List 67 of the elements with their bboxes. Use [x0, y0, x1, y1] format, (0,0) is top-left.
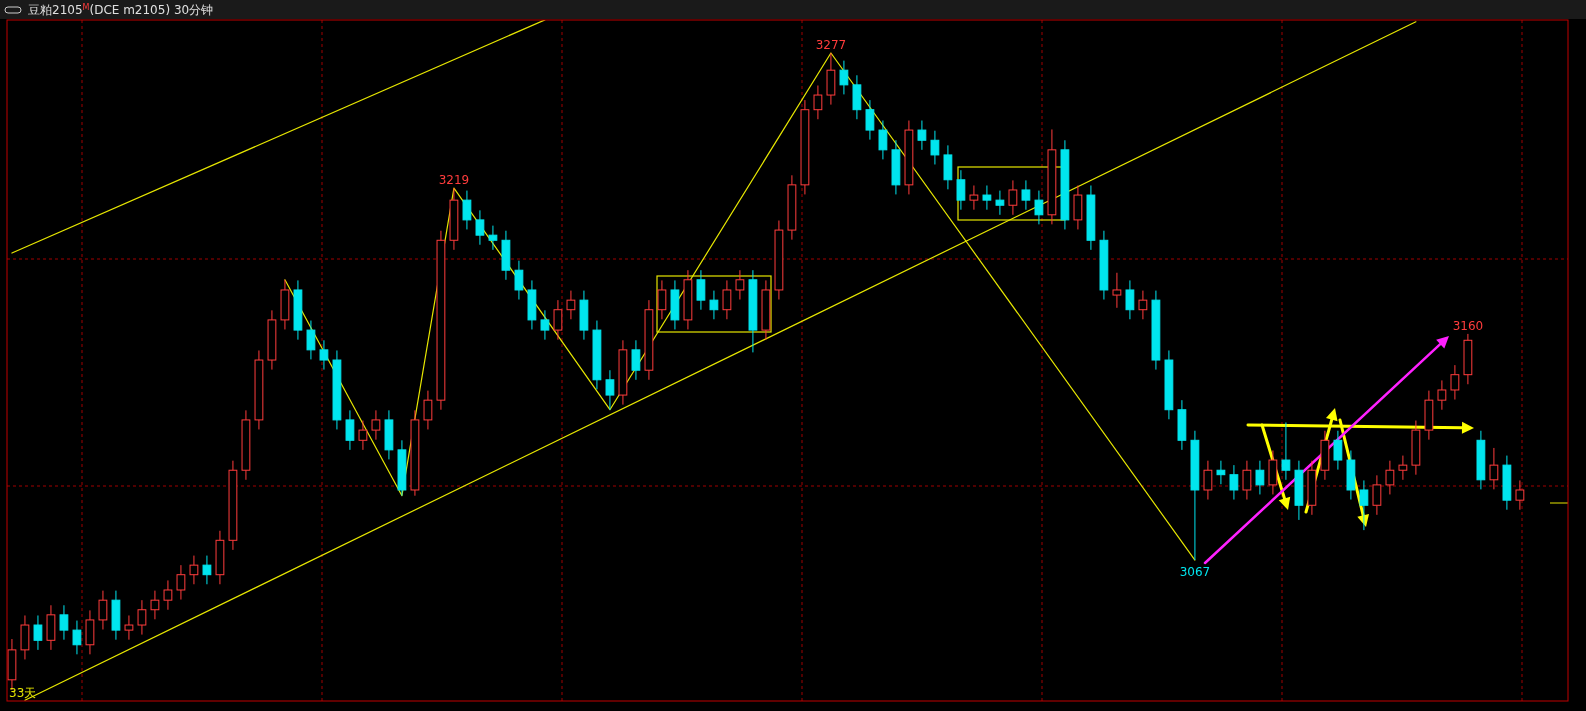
candlestick: [865, 99, 875, 141]
candlestick: [1242, 460, 1252, 501]
candlestick: [306, 320, 316, 360]
candlestick: [1021, 179, 1031, 211]
candlestick: [202, 555, 212, 585]
candlestick: [1281, 421, 1291, 481]
text: 3067: [1179, 565, 1211, 580]
candlestick: [631, 339, 641, 381]
candlestick: [1333, 430, 1343, 471]
candlestick: [358, 420, 368, 451]
candlestick: [1437, 379, 1447, 411]
candlestick: [514, 260, 524, 301]
annotation: 33天: [9, 686, 37, 700]
candlestick: [163, 579, 173, 611]
candlestick: [1034, 190, 1044, 225]
candlestick: [969, 185, 979, 211]
candlestick: [176, 564, 186, 601]
candlestick: [1515, 479, 1525, 511]
candlestick: [657, 279, 667, 320]
candlestick: [1398, 455, 1408, 481]
candlestick: [917, 120, 927, 151]
candlestick: [488, 225, 498, 251]
candlestick: [98, 590, 108, 630]
candlestick: [1372, 474, 1382, 516]
candlestick: [423, 390, 433, 430]
candlestick: [345, 409, 355, 451]
candlestick: [709, 290, 719, 320]
candlestick: [813, 84, 823, 120]
candlestick: [462, 190, 472, 230]
text: 3160: [1452, 318, 1484, 333]
candlestick: [1229, 464, 1239, 501]
candlestick: [956, 169, 966, 211]
candlestick: [696, 269, 706, 311]
candlestick: [319, 339, 329, 371]
candlestick: [1112, 272, 1122, 309]
candlestick: [878, 120, 888, 160]
text: 3219: [438, 173, 470, 188]
candlestick: [1450, 364, 1460, 401]
candlestick: [1489, 447, 1499, 490]
candlestick: [735, 269, 745, 301]
candlestick: [839, 60, 849, 95]
candlestick: [982, 185, 992, 211]
candlestick: [1216, 460, 1226, 485]
candlestick: [33, 614, 43, 651]
chart-title: 豆粕2105$^{M}$(DCE m2105) 30分钟: [28, 2, 214, 17]
candlestick: [540, 309, 550, 341]
candlestick: [371, 409, 381, 441]
candlestick: [59, 604, 69, 641]
candlestick: [722, 279, 732, 320]
candlestick: [553, 299, 563, 341]
candlestick: [995, 190, 1005, 216]
candlestick: [1203, 460, 1213, 501]
candlestick: [1138, 290, 1148, 320]
candlestick: [605, 369, 615, 411]
candlestick: [1125, 279, 1135, 320]
candlestick: [1255, 460, 1265, 495]
candlestick: [137, 599, 147, 636]
candlestick: [1385, 460, 1395, 495]
candlestick: [475, 209, 485, 246]
candlestick: [1008, 179, 1018, 216]
candlestick: [189, 555, 199, 585]
candlestick: [150, 590, 160, 620]
candlestick: [566, 290, 576, 320]
text: 3277: [815, 38, 847, 52]
candlestick: [124, 614, 134, 641]
candlestick: [930, 130, 940, 165]
candlestick: [72, 620, 82, 655]
